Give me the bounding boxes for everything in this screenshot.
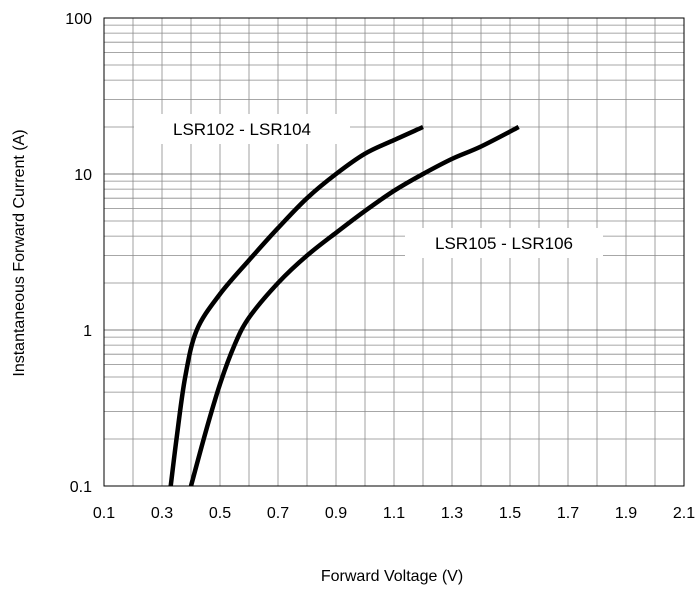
x-tick-labels: 0.1 0.3 0.5 0.7 0.9 1.1 1.3 1.5 1.7 1.9 2.1 [93,505,695,522]
x-tick-label: 0.9 [325,505,347,522]
plot-frame [103,17,685,487]
series-label-2: LSR105 - LSR106 [435,234,573,253]
series-line-2 [188,125,520,487]
x-tick-label: 1.5 [499,505,521,522]
y-tick-labels: 0.1 1 10 100 [65,11,92,496]
y-tick-label: 0.1 [70,479,92,496]
series-line-1 [168,124,424,487]
x-tick-label: 0.5 [209,505,231,522]
series-label-1-box: LSR102 - LSR104 [134,114,350,144]
y-tick-label: 100 [65,11,92,28]
x-tick-label: 1.3 [441,505,463,522]
x-axis-title: Forward Voltage (V) [321,568,463,585]
x-tick-label: 0.7 [267,505,289,522]
x-tick-label: 0.3 [151,505,173,522]
series-label-2-box: LSR105 - LSR106 [405,228,603,258]
y-tick-label: 10 [74,167,92,184]
x-tick-label: 1.7 [557,505,579,522]
x-tick-label: 1.1 [383,505,405,522]
x-tick-label: 2.1 [673,505,695,522]
y-tick-label: 1 [83,323,92,340]
x-tick-label: 1.9 [615,505,637,522]
y-axis-title: Instantaneous Forward Current (A) [11,129,28,376]
series-label-1: LSR102 - LSR104 [173,120,311,139]
x-tick-label: 0.1 [93,505,115,522]
series-layer [168,124,520,487]
